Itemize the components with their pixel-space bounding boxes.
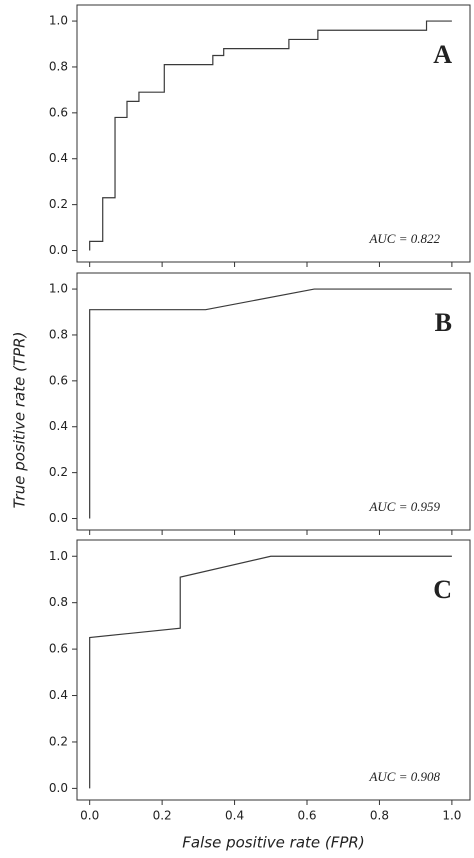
y-tick-label: 0.4	[49, 419, 68, 433]
y-tick-label: 0.2	[49, 197, 68, 211]
roc-line	[89, 288, 452, 519]
y-tick-label: 0.6	[49, 642, 68, 656]
y-tick-label: 0.0	[49, 781, 68, 795]
y-tick-label: 0.0	[49, 243, 68, 257]
x-axis-label: False positive rate (FPR)	[182, 834, 364, 852]
y-tick-label: 0.8	[49, 595, 68, 609]
auc-annotation: AUC = 0.959	[368, 499, 440, 514]
y-tick-label: 0.8	[49, 327, 68, 341]
panel-label: A	[433, 40, 452, 69]
x-tick-label: 1.0	[442, 809, 461, 823]
roc-line	[89, 555, 452, 789]
plot-frame	[76, 539, 471, 801]
y-tick-label: 0.0	[49, 511, 68, 525]
plot-frame	[76, 272, 471, 531]
y-axis-label: True positive rate (TPR)	[11, 332, 29, 509]
plot-frame	[76, 4, 471, 263]
auc-annotation: AUC = 0.822	[368, 231, 440, 246]
y-tick-label: 0.4	[49, 151, 68, 165]
panel-label: B	[435, 308, 452, 337]
roc-line	[89, 20, 452, 251]
x-tick-label: 0.8	[370, 809, 389, 823]
panel-label: C	[433, 575, 452, 604]
x-tick-label: 0.0	[80, 809, 99, 823]
y-tick-label: 0.8	[49, 59, 68, 73]
y-tick-label: 1.0	[49, 14, 68, 28]
y-tick-label: 0.2	[49, 734, 68, 748]
x-tick-label: 0.2	[153, 809, 172, 823]
y-tick-label: 1.0	[49, 282, 68, 296]
x-tick-label: 0.6	[297, 809, 316, 823]
y-tick-label: 1.0	[49, 549, 68, 563]
y-tick-label: 0.2	[49, 465, 68, 479]
auc-annotation: AUC = 0.908	[368, 769, 440, 784]
y-tick-label: 0.6	[49, 373, 68, 387]
y-tick-label: 0.4	[49, 688, 68, 702]
y-tick-label: 0.6	[49, 105, 68, 119]
x-tick-label: 0.4	[225, 809, 244, 823]
